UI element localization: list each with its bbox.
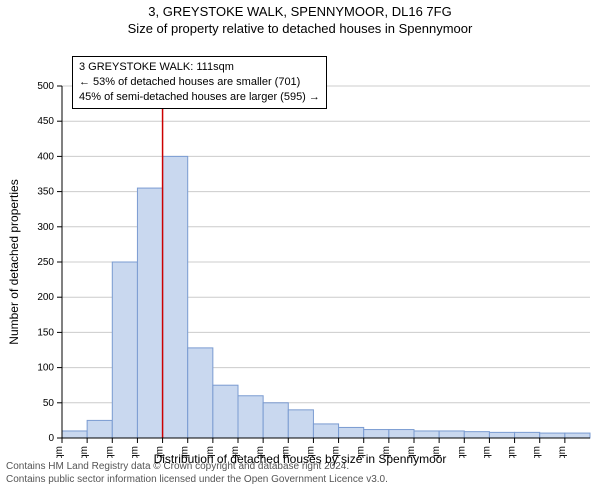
- svg-text:300: 300: [37, 222, 54, 233]
- histogram-bar: [213, 385, 238, 438]
- x-axis-label: Distribution of detached houses by size …: [0, 452, 600, 466]
- histogram-bar: [339, 427, 364, 438]
- histogram-bar: [163, 156, 188, 438]
- histogram-bar: [288, 410, 313, 438]
- histogram-bar: [313, 424, 338, 438]
- histogram-bar: [62, 431, 87, 438]
- histogram-bar: [238, 396, 263, 438]
- histogram-bar: [439, 431, 464, 438]
- svg-text:500: 500: [37, 81, 54, 92]
- annotation-line-1: 3 GREYSTOKE WALK: 111sqm: [79, 60, 320, 75]
- svg-text:400: 400: [37, 151, 54, 162]
- svg-text:250: 250: [37, 257, 54, 268]
- histogram-bar: [389, 429, 414, 437]
- svg-text:100: 100: [37, 362, 54, 373]
- title-line-2: Size of property relative to detached ho…: [0, 21, 600, 38]
- annotation-line-2: ← 53% of detached houses are smaller (70…: [79, 75, 320, 90]
- histogram-bar: [112, 262, 137, 438]
- histogram-bar: [137, 188, 162, 438]
- annotation-box: 3 GREYSTOKE WALK: 111sqm ← 53% of detach…: [72, 56, 327, 109]
- histogram-bar: [540, 433, 565, 438]
- histogram-bar: [565, 433, 590, 438]
- histogram-bar: [87, 420, 112, 438]
- histogram-bar: [515, 432, 540, 438]
- svg-text:150: 150: [37, 327, 54, 338]
- chart-container: 3, GREYSTOKE WALK, SPENNYMOOR, DL16 7FG …: [0, 0, 600, 500]
- title-line-1: 3, GREYSTOKE WALK, SPENNYMOOR, DL16 7FG: [0, 4, 600, 21]
- annotation-line-3: 45% of semi-detached houses are larger (…: [79, 90, 320, 105]
- histogram-bar: [464, 431, 489, 437]
- y-axis-label: Number of detached properties: [7, 179, 21, 344]
- svg-text:350: 350: [37, 186, 54, 197]
- footer-line-2: Contains public sector information licen…: [6, 473, 594, 486]
- svg-text:200: 200: [37, 292, 54, 303]
- svg-text:50: 50: [43, 398, 55, 409]
- histogram-bar: [364, 429, 389, 437]
- histogram-bar: [414, 431, 439, 438]
- svg-text:450: 450: [37, 116, 54, 127]
- histogram-bar: [188, 348, 213, 438]
- histogram-bar: [263, 403, 288, 438]
- histogram-bar: [489, 432, 514, 438]
- svg-text:0: 0: [48, 433, 54, 444]
